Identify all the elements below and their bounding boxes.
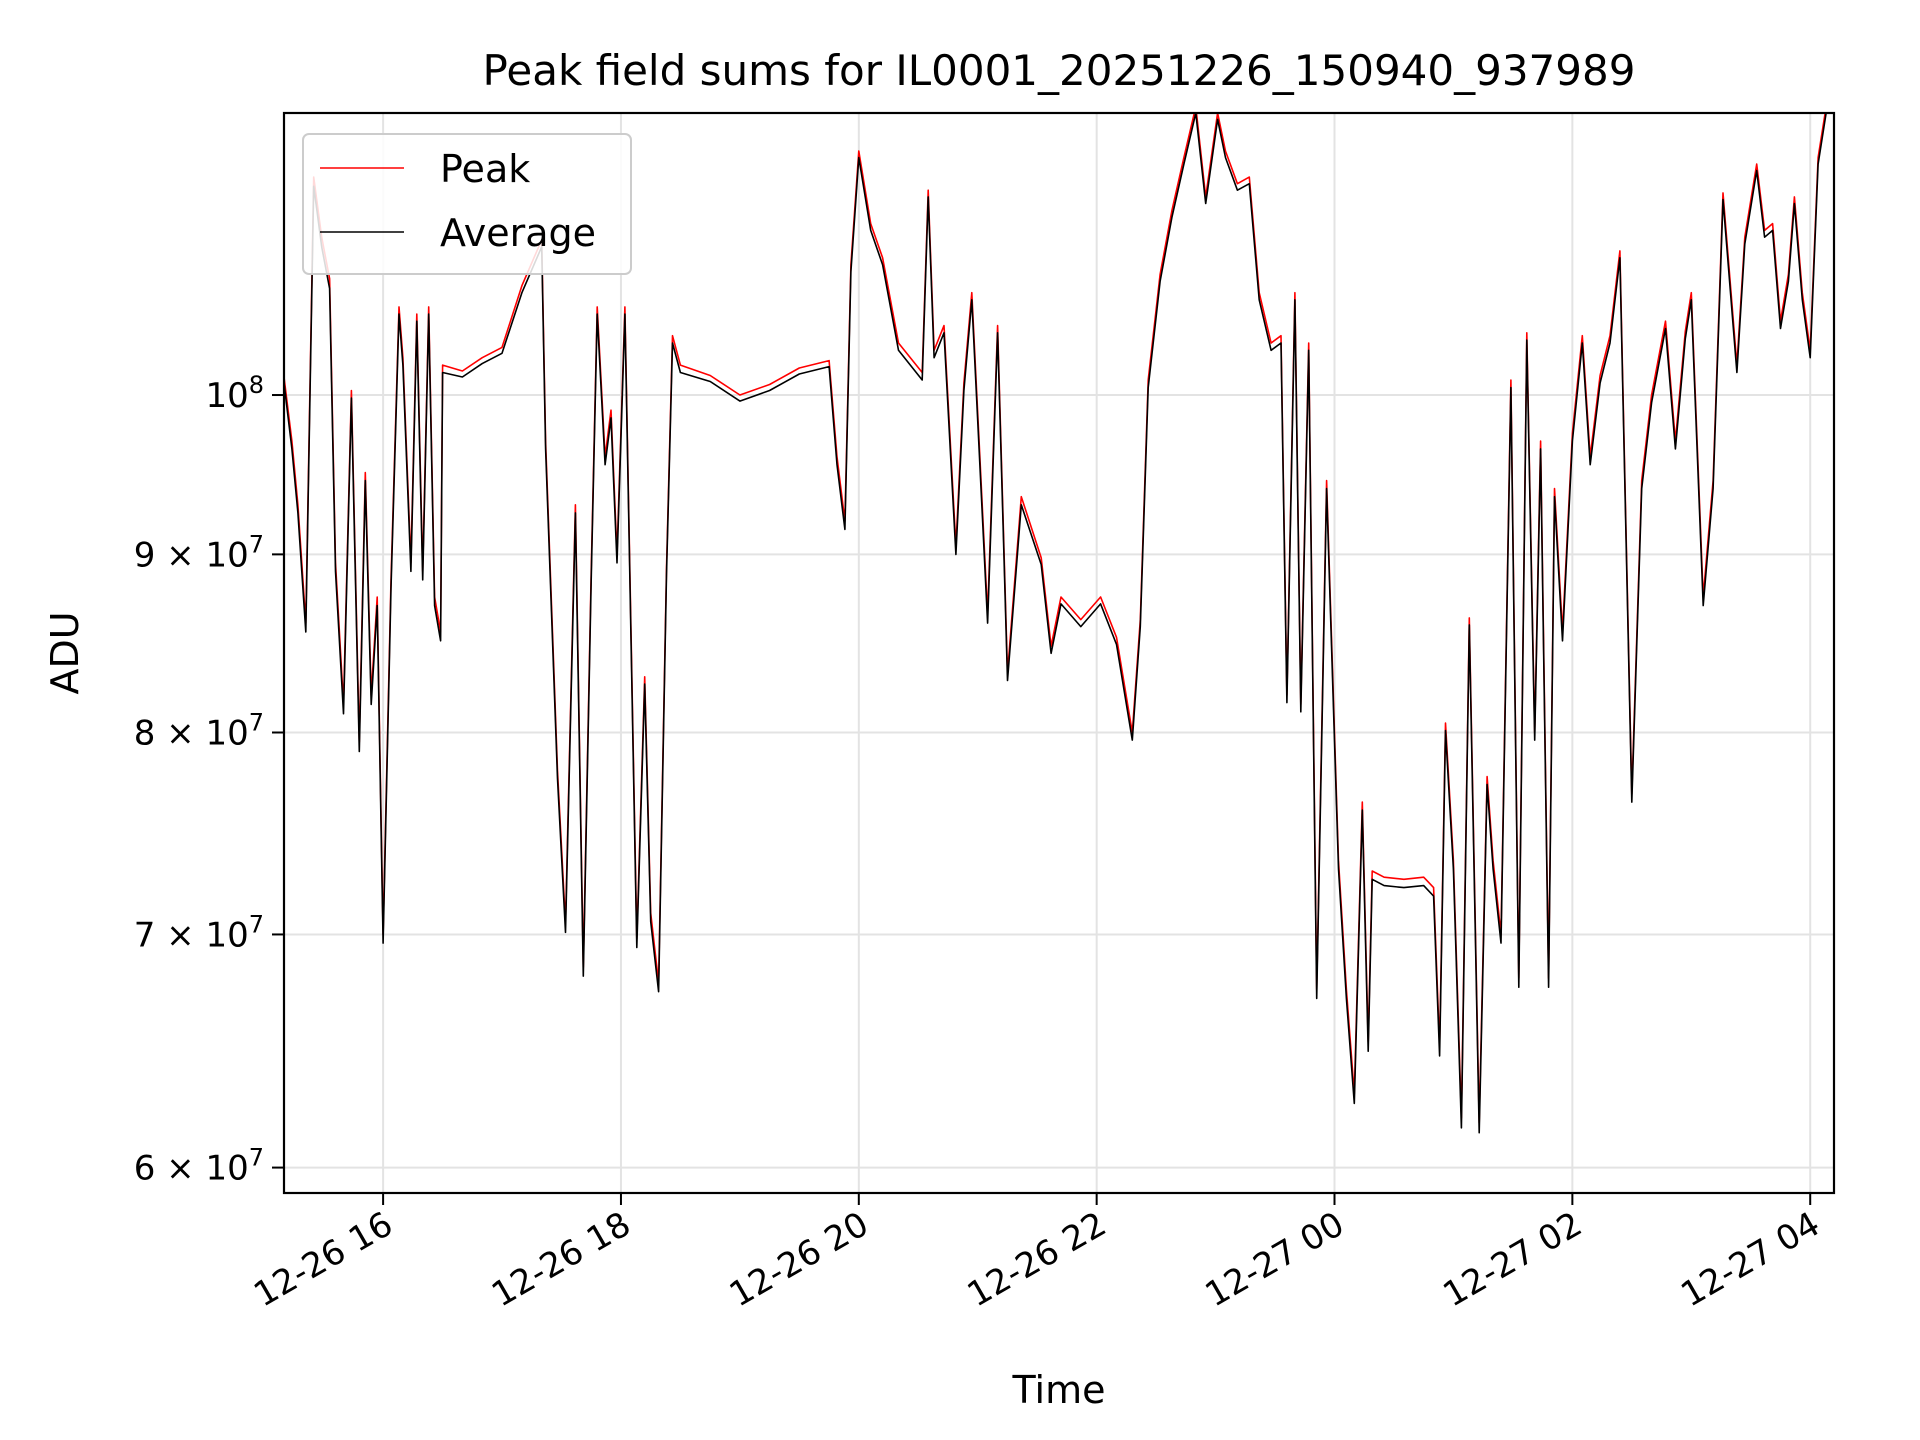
y-tick-label: 9 × 107 — [134, 530, 264, 575]
plot-series — [284, 113, 1827, 1134]
x-axis-label: Time — [1012, 1368, 1106, 1412]
chart-title: Peak field sums for IL0001_20251226_1509… — [483, 46, 1636, 95]
y-tick-label: 8 × 107 — [134, 709, 264, 754]
series-line-average — [284, 113, 1827, 1134]
y-axis-label: ADU — [43, 611, 87, 694]
grid — [284, 113, 1834, 1193]
plot-frame — [282, 111, 1836, 1195]
legend-label-average: Average — [440, 211, 596, 255]
y-tick-label: 6 × 107 — [134, 1144, 264, 1189]
series-line-peak — [284, 113, 1826, 1124]
legend: Peak Average — [302, 133, 632, 275]
y-tick-label: 7 × 107 — [134, 910, 264, 955]
legend-label-peak: Peak — [440, 147, 530, 191]
